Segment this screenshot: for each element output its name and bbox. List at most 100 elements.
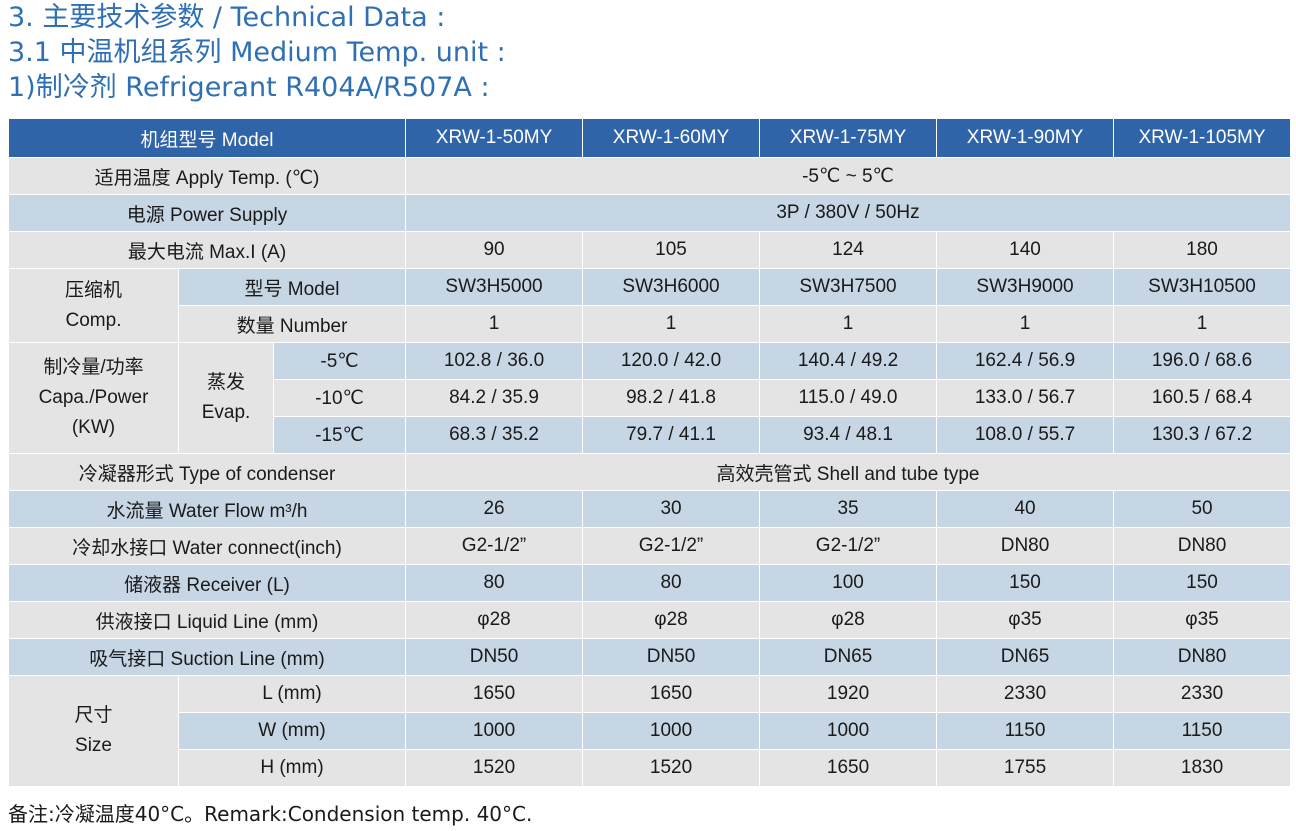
table-cell: 1650 bbox=[759, 749, 938, 787]
water-flow-label: 水流量 Water Flow m³/h bbox=[7, 490, 407, 528]
table-cell: DN65 bbox=[936, 638, 1115, 676]
table-cell: 90 bbox=[405, 231, 584, 269]
size-label-cn: 尺寸 bbox=[74, 705, 113, 726]
table-cell: DN80 bbox=[1113, 638, 1292, 676]
table-cell: φ28 bbox=[405, 601, 584, 639]
table-cell: 180 bbox=[1113, 231, 1292, 269]
table-cell: φ28 bbox=[582, 601, 761, 639]
table-cell: 105 bbox=[582, 231, 761, 269]
apply-temp-label: 适用温度 Apply Temp. (℃) bbox=[7, 157, 407, 195]
table-cell: SW3H7500 bbox=[759, 268, 938, 306]
power-supply-value: 3P / 380V / 50Hz bbox=[405, 194, 1292, 232]
condenser-type-value: 高效壳管式 Shell and tube type bbox=[405, 453, 1292, 491]
table-row: -15℃ 68.3 / 35.2 79.7 / 41.1 93.4 / 48.1… bbox=[9, 416, 1292, 454]
evap-temp-label: -5℃ bbox=[272, 342, 407, 380]
size-length-label: L (mm) bbox=[177, 675, 407, 713]
heading-refrigerant: 1)制冷剂 Refrigerant R404A/R507A : bbox=[8, 72, 490, 103]
size-height-label: H (mm) bbox=[177, 749, 407, 787]
table-cell: 140.4 / 49.2 bbox=[759, 342, 938, 380]
table-cell: SW3H6000 bbox=[582, 268, 761, 306]
evap-temp-label: -10℃ bbox=[272, 379, 407, 417]
table-cell: 1150 bbox=[1113, 712, 1292, 750]
compressor-model-label: 型号 Model bbox=[177, 268, 407, 306]
water-connect-label: 冷却水接口 Water connect(inch) bbox=[7, 527, 407, 565]
table-cell: 30 bbox=[582, 490, 761, 528]
evaporation-label-en: Evap. bbox=[201, 402, 251, 423]
table-cell: 84.2 / 35.9 bbox=[405, 379, 584, 417]
evaporation-label-cn: 蒸发 bbox=[206, 372, 245, 393]
technical-data-table: 机组型号 Model XRW-1-50MY XRW-1-60MY XRW-1-7… bbox=[7, 118, 1292, 787]
table-cell: 1 bbox=[1113, 305, 1292, 343]
table-cell: 93.4 / 48.1 bbox=[759, 416, 938, 454]
table-cell: 150 bbox=[1113, 564, 1292, 602]
table-cell: 1 bbox=[582, 305, 761, 343]
table-cell: 196.0 / 68.6 bbox=[1113, 342, 1292, 380]
model-header-cell: XRW-1-50MY bbox=[405, 118, 584, 158]
table-cell: 68.3 / 35.2 bbox=[405, 416, 584, 454]
compressor-label-en: Comp. bbox=[65, 309, 122, 331]
evaporation-label: 蒸发 Evap. bbox=[178, 342, 274, 454]
table-row: W (mm) 1000 1000 1000 1150 1150 bbox=[9, 712, 1292, 750]
table-cell: 98.2 / 41.8 bbox=[582, 379, 761, 417]
table-cell: 1520 bbox=[582, 749, 761, 787]
table-cell: 2330 bbox=[1113, 675, 1292, 713]
table-cell: 1150 bbox=[936, 712, 1115, 750]
table-cell: 100 bbox=[759, 564, 938, 602]
apply-temp-value: -5℃ ~ 5℃ bbox=[405, 157, 1292, 195]
capacity-label-en: Capa./Power bbox=[38, 387, 149, 408]
table-cell: DN50 bbox=[582, 638, 761, 676]
table-row: H (mm) 1520 1520 1650 1755 1830 bbox=[9, 749, 1292, 787]
table-cell: 1830 bbox=[1113, 749, 1292, 787]
table-cell: 80 bbox=[405, 564, 584, 602]
compressor-label-cn: 压缩机 bbox=[64, 279, 122, 301]
table-cell: DN80 bbox=[936, 527, 1115, 565]
table-cell: 1 bbox=[936, 305, 1115, 343]
model-header-label: 机组型号 Model bbox=[7, 118, 407, 158]
table-cell: φ28 bbox=[759, 601, 938, 639]
section-headings: 3. 主要技术参数 / Technical Data : 3.1 中温机组系列 … bbox=[8, 0, 506, 105]
table-cell: 1 bbox=[759, 305, 938, 343]
table-row: 储液器 Receiver (L) 80 80 100 150 150 bbox=[7, 564, 1292, 602]
capacity-label-unit: (KW) bbox=[71, 417, 116, 438]
model-header-cell: XRW-1-60MY bbox=[582, 118, 761, 158]
heading-medium-temp-unit: 3.1 中温机组系列 Medium Temp. unit : bbox=[8, 37, 506, 68]
capacity-label-cn: 制冷量/功率 bbox=[43, 357, 144, 378]
table-cell: 124 bbox=[759, 231, 938, 269]
table-cell: 1000 bbox=[405, 712, 584, 750]
table-cell: DN65 bbox=[759, 638, 938, 676]
table-cell: φ35 bbox=[1113, 601, 1292, 639]
table-cell: 1 bbox=[405, 305, 584, 343]
table-row: 冷凝器形式 Type of condenser 高效壳管式 Shell and … bbox=[7, 453, 1292, 491]
size-label-en: Size bbox=[75, 735, 112, 756]
table-cell: 1000 bbox=[759, 712, 938, 750]
table-cell: 1650 bbox=[405, 675, 584, 713]
table-row: 适用温度 Apply Temp. (℃) -5℃ ~ 5℃ bbox=[7, 157, 1292, 195]
table-cell: 108.0 / 55.7 bbox=[936, 416, 1115, 454]
condenser-type-label: 冷凝器形式 Type of condenser bbox=[7, 453, 407, 491]
table-cell: SW3H9000 bbox=[936, 268, 1115, 306]
table-row: 水流量 Water Flow m³/h 26 30 35 40 50 bbox=[7, 490, 1292, 528]
table-cell: G2-1/2” bbox=[582, 527, 761, 565]
compressor-number-label: 数量 Number bbox=[177, 305, 407, 343]
table-cell: 130.3 / 67.2 bbox=[1113, 416, 1292, 454]
table-cell: DN80 bbox=[1113, 527, 1292, 565]
table-cell: 2330 bbox=[936, 675, 1115, 713]
evap-temp-label: -15℃ bbox=[272, 416, 407, 454]
model-header-cell: XRW-1-75MY bbox=[759, 118, 938, 158]
compressor-label: 压缩机 Comp. bbox=[8, 268, 179, 343]
table-row: 尺寸 Size L (mm) 1650 1650 1920 2330 2330 bbox=[8, 675, 1292, 787]
table-cell: 120.0 / 42.0 bbox=[582, 342, 761, 380]
table-cell: 80 bbox=[582, 564, 761, 602]
table-cell: 133.0 / 56.7 bbox=[936, 379, 1115, 417]
max-current-label: 最大电流 Max.I (A) bbox=[7, 231, 407, 269]
table-cell: φ35 bbox=[936, 601, 1115, 639]
table-cell: 102.8 / 36.0 bbox=[405, 342, 584, 380]
table-cell: 26 bbox=[405, 490, 584, 528]
table-cell: 1755 bbox=[936, 749, 1115, 787]
table-row: 吸气接口 Suction Line (mm) DN50 DN50 DN65 DN… bbox=[7, 638, 1292, 676]
model-header-cell: XRW-1-105MY bbox=[1113, 118, 1292, 158]
table-cell: G2-1/2” bbox=[405, 527, 584, 565]
size-width-label: W (mm) bbox=[177, 712, 407, 750]
capacity-power-label: 制冷量/功率 Capa./Power (KW) bbox=[8, 342, 179, 454]
liquid-line-label: 供液接口 Liquid Line (mm) bbox=[7, 601, 407, 639]
